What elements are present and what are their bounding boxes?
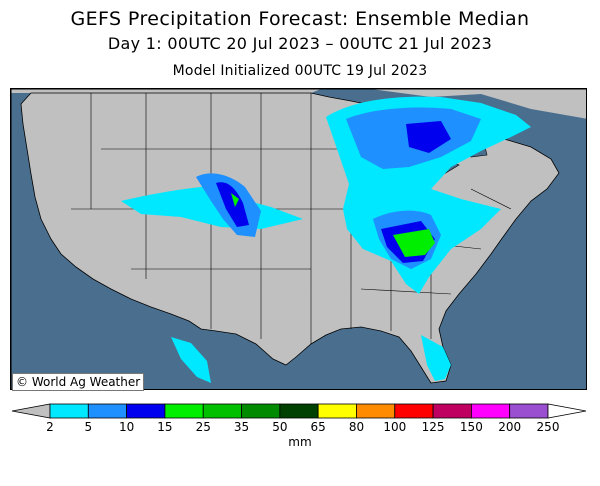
legend-tick-label: 15 — [157, 420, 172, 434]
legend-color-cell — [202, 403, 242, 419]
map-canvas — [11, 89, 586, 389]
legend-above-arrow — [547, 403, 587, 419]
legend-tick-label: 65 — [311, 420, 326, 434]
legend-color-cell — [87, 403, 128, 419]
chart-title: GEFS Precipitation Forecast: Ensemble Me… — [70, 8, 530, 30]
legend-tick-label: 10 — [119, 420, 134, 434]
legend-tick-label: 250 — [537, 420, 560, 434]
legend-color-cell — [317, 403, 357, 419]
legend-color-cell — [356, 403, 396, 419]
precip-plains — [121, 173, 303, 237]
legend-color-cell — [164, 403, 204, 419]
legend-color-cell — [49, 403, 89, 419]
legend-tick-label: 50 — [272, 420, 287, 434]
legend-color-cell — [432, 403, 472, 419]
precipitation-map — [10, 88, 587, 390]
model-initialized: Model Initialized 00UTC 19 Jul 2023 — [172, 63, 428, 79]
legend-tick-label: 35 — [234, 420, 249, 434]
copyright-credit: © World Ag Weather — [12, 373, 145, 391]
legend-tick-label: 25 — [196, 420, 211, 434]
legend-tick-label: 80 — [349, 420, 364, 434]
legend-color-cell — [470, 403, 511, 419]
legend-below-arrow — [11, 403, 51, 419]
legend-tick-label: 150 — [460, 420, 483, 434]
canada-land — [11, 89, 586, 119]
legend: 2 5 10 15 25 35 50 65 80 100 125 150 200 250 — [11, 403, 587, 434]
legend-tick-label: 5 — [84, 420, 92, 434]
precip-east — [326, 96, 531, 294]
legend-tick-label: 2 — [46, 420, 54, 434]
forecast-period: Day 1: 00UTC 20 Jul 2023 – 00UTC 21 Jul … — [107, 34, 493, 53]
precip-southwest — [171, 337, 211, 383]
legend-color-cell — [279, 403, 319, 419]
legend-tick-label: 100 — [383, 420, 406, 434]
legend-color-cell — [394, 403, 434, 419]
legend-color-cell — [241, 403, 281, 419]
legend-unit: mm — [288, 435, 312, 449]
legend-tick-label: 200 — [498, 420, 521, 434]
legend-color-cell — [509, 403, 549, 419]
legend-color-cell — [126, 403, 166, 419]
precip-florida — [421, 335, 451, 381]
legend-tick-label: 125 — [422, 420, 445, 434]
